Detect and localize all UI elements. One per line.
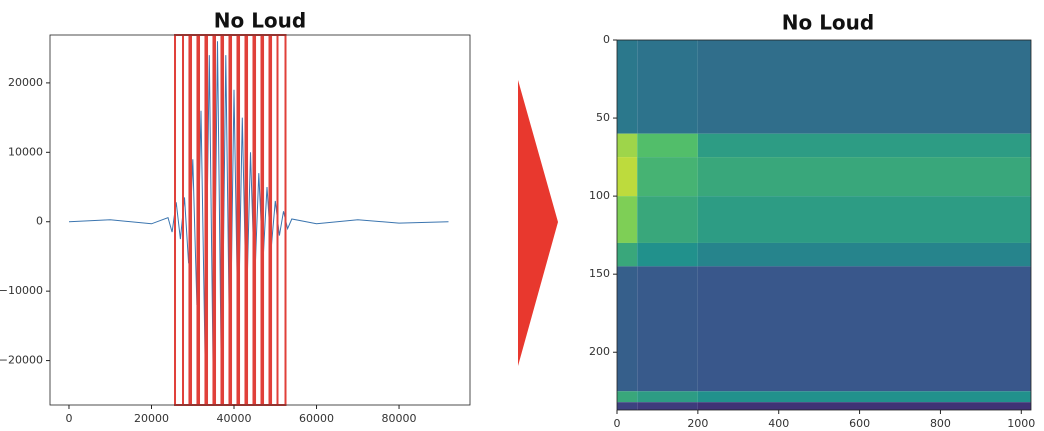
x-tick-label: 20000 xyxy=(134,412,169,425)
y-tick-label: −10000 xyxy=(0,284,43,297)
y-tick-label: 200 xyxy=(589,345,610,358)
x-tick-label: 1000 xyxy=(1007,417,1035,430)
heat-cell xyxy=(617,133,638,158)
y-tick-label: 10000 xyxy=(8,145,43,158)
x-tick-label: 600 xyxy=(849,417,870,430)
y-tick-label: 50 xyxy=(596,111,610,124)
heat-cell xyxy=(637,242,698,267)
x-tick-label: 0 xyxy=(614,417,621,430)
y-tick-label: 0 xyxy=(36,215,43,228)
heat-cell xyxy=(637,391,698,403)
heat-cell xyxy=(637,40,698,134)
heat-cell xyxy=(617,40,638,134)
waveform xyxy=(68,41,449,403)
x-tick-label: 400 xyxy=(768,417,789,430)
x-tick-label: 0 xyxy=(65,412,72,425)
axes-frame xyxy=(49,34,471,406)
heat-cell xyxy=(617,391,638,403)
chart-title: No Loud xyxy=(782,11,874,35)
heat-cell xyxy=(697,133,1031,158)
heat-cell xyxy=(617,242,638,267)
heat-cell xyxy=(697,242,1031,267)
heat-cell xyxy=(697,157,1031,197)
heat-cell xyxy=(617,196,638,243)
heat-cell xyxy=(617,157,638,197)
heat-cell xyxy=(697,40,1031,134)
y-tick-label: 0 xyxy=(603,33,610,46)
axes-frame xyxy=(616,39,1032,411)
heat-cell xyxy=(697,196,1031,243)
heat-cell xyxy=(617,266,638,392)
chart-title: No Loud xyxy=(214,9,306,33)
x-tick-label: 40000 xyxy=(217,412,252,425)
y-tick-label: −20000 xyxy=(0,354,43,367)
heat-cell xyxy=(697,402,1031,410)
heat-cell xyxy=(637,133,698,158)
y-tick-label: 100 xyxy=(589,189,610,202)
x-tick-label: 80000 xyxy=(382,412,417,425)
heat-cell xyxy=(637,266,698,392)
heat-cell xyxy=(697,391,1031,403)
x-tick-label: 200 xyxy=(687,417,708,430)
heat-cell xyxy=(637,196,698,243)
heat-cell xyxy=(637,402,698,410)
x-tick-label: 60000 xyxy=(299,412,334,425)
arrow xyxy=(518,80,558,366)
heat-cell xyxy=(637,157,698,197)
heat-cell xyxy=(697,266,1031,392)
heat-cell xyxy=(617,402,638,410)
x-tick-label: 800 xyxy=(930,417,951,430)
y-tick-label: 150 xyxy=(589,267,610,280)
y-tick-label: 20000 xyxy=(8,76,43,89)
